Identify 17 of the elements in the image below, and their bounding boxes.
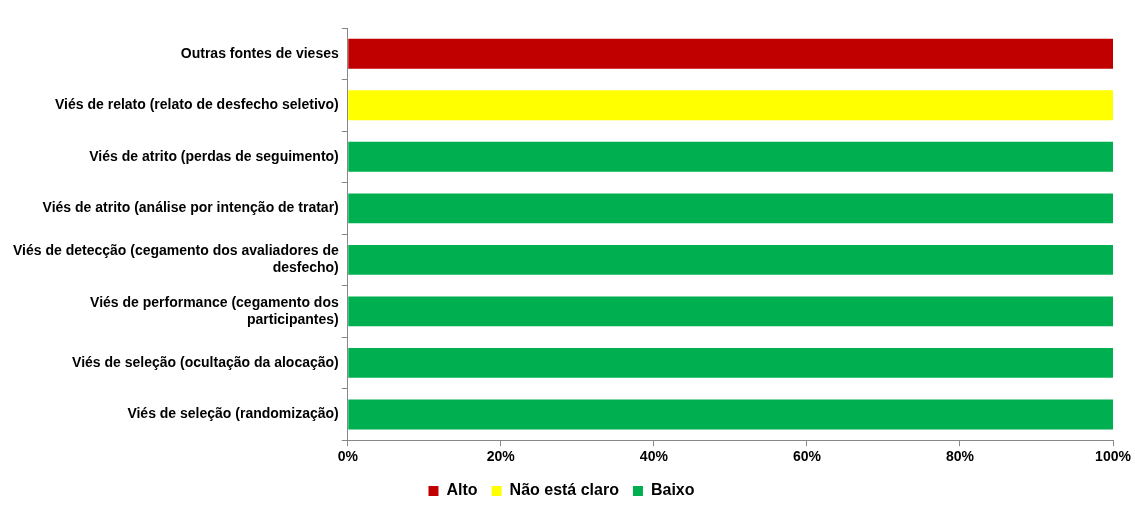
x-tick-label: 80% [945,448,975,465]
legend-label: Baixo [650,481,695,499]
x-tick-label: 40% [639,448,669,465]
y-tick-label: Viés de relato (relato de desfecho seletivo) [55,96,339,113]
y-tick-label: Outras fontes de vieses [180,44,339,61]
y-tick-label: Viés de seleção (randomização) [127,405,339,422]
x-tick-label: 0% [337,448,359,465]
x-tick-label: 60% [792,448,822,465]
legend-label: Alto [446,481,478,499]
y-tick-label: Viés de seleção (ocultação da alocação) [72,353,339,370]
y-tick-label: Viés de performance (cegamento dos participantes) [90,293,339,327]
x-tick-label: 100% [1095,448,1132,465]
legend-label: Não está claro [509,481,620,499]
y-tick-label: Viés de detecção (cegamento dos avaliadores de desfecho) [12,242,339,276]
y-tick-label: Viés de atrito (perdas de seguimento) [89,147,339,164]
x-tick-label: 20% [486,448,516,465]
y-tick-label: Viés de atrito (análise por intenção de tratar) [42,199,339,216]
